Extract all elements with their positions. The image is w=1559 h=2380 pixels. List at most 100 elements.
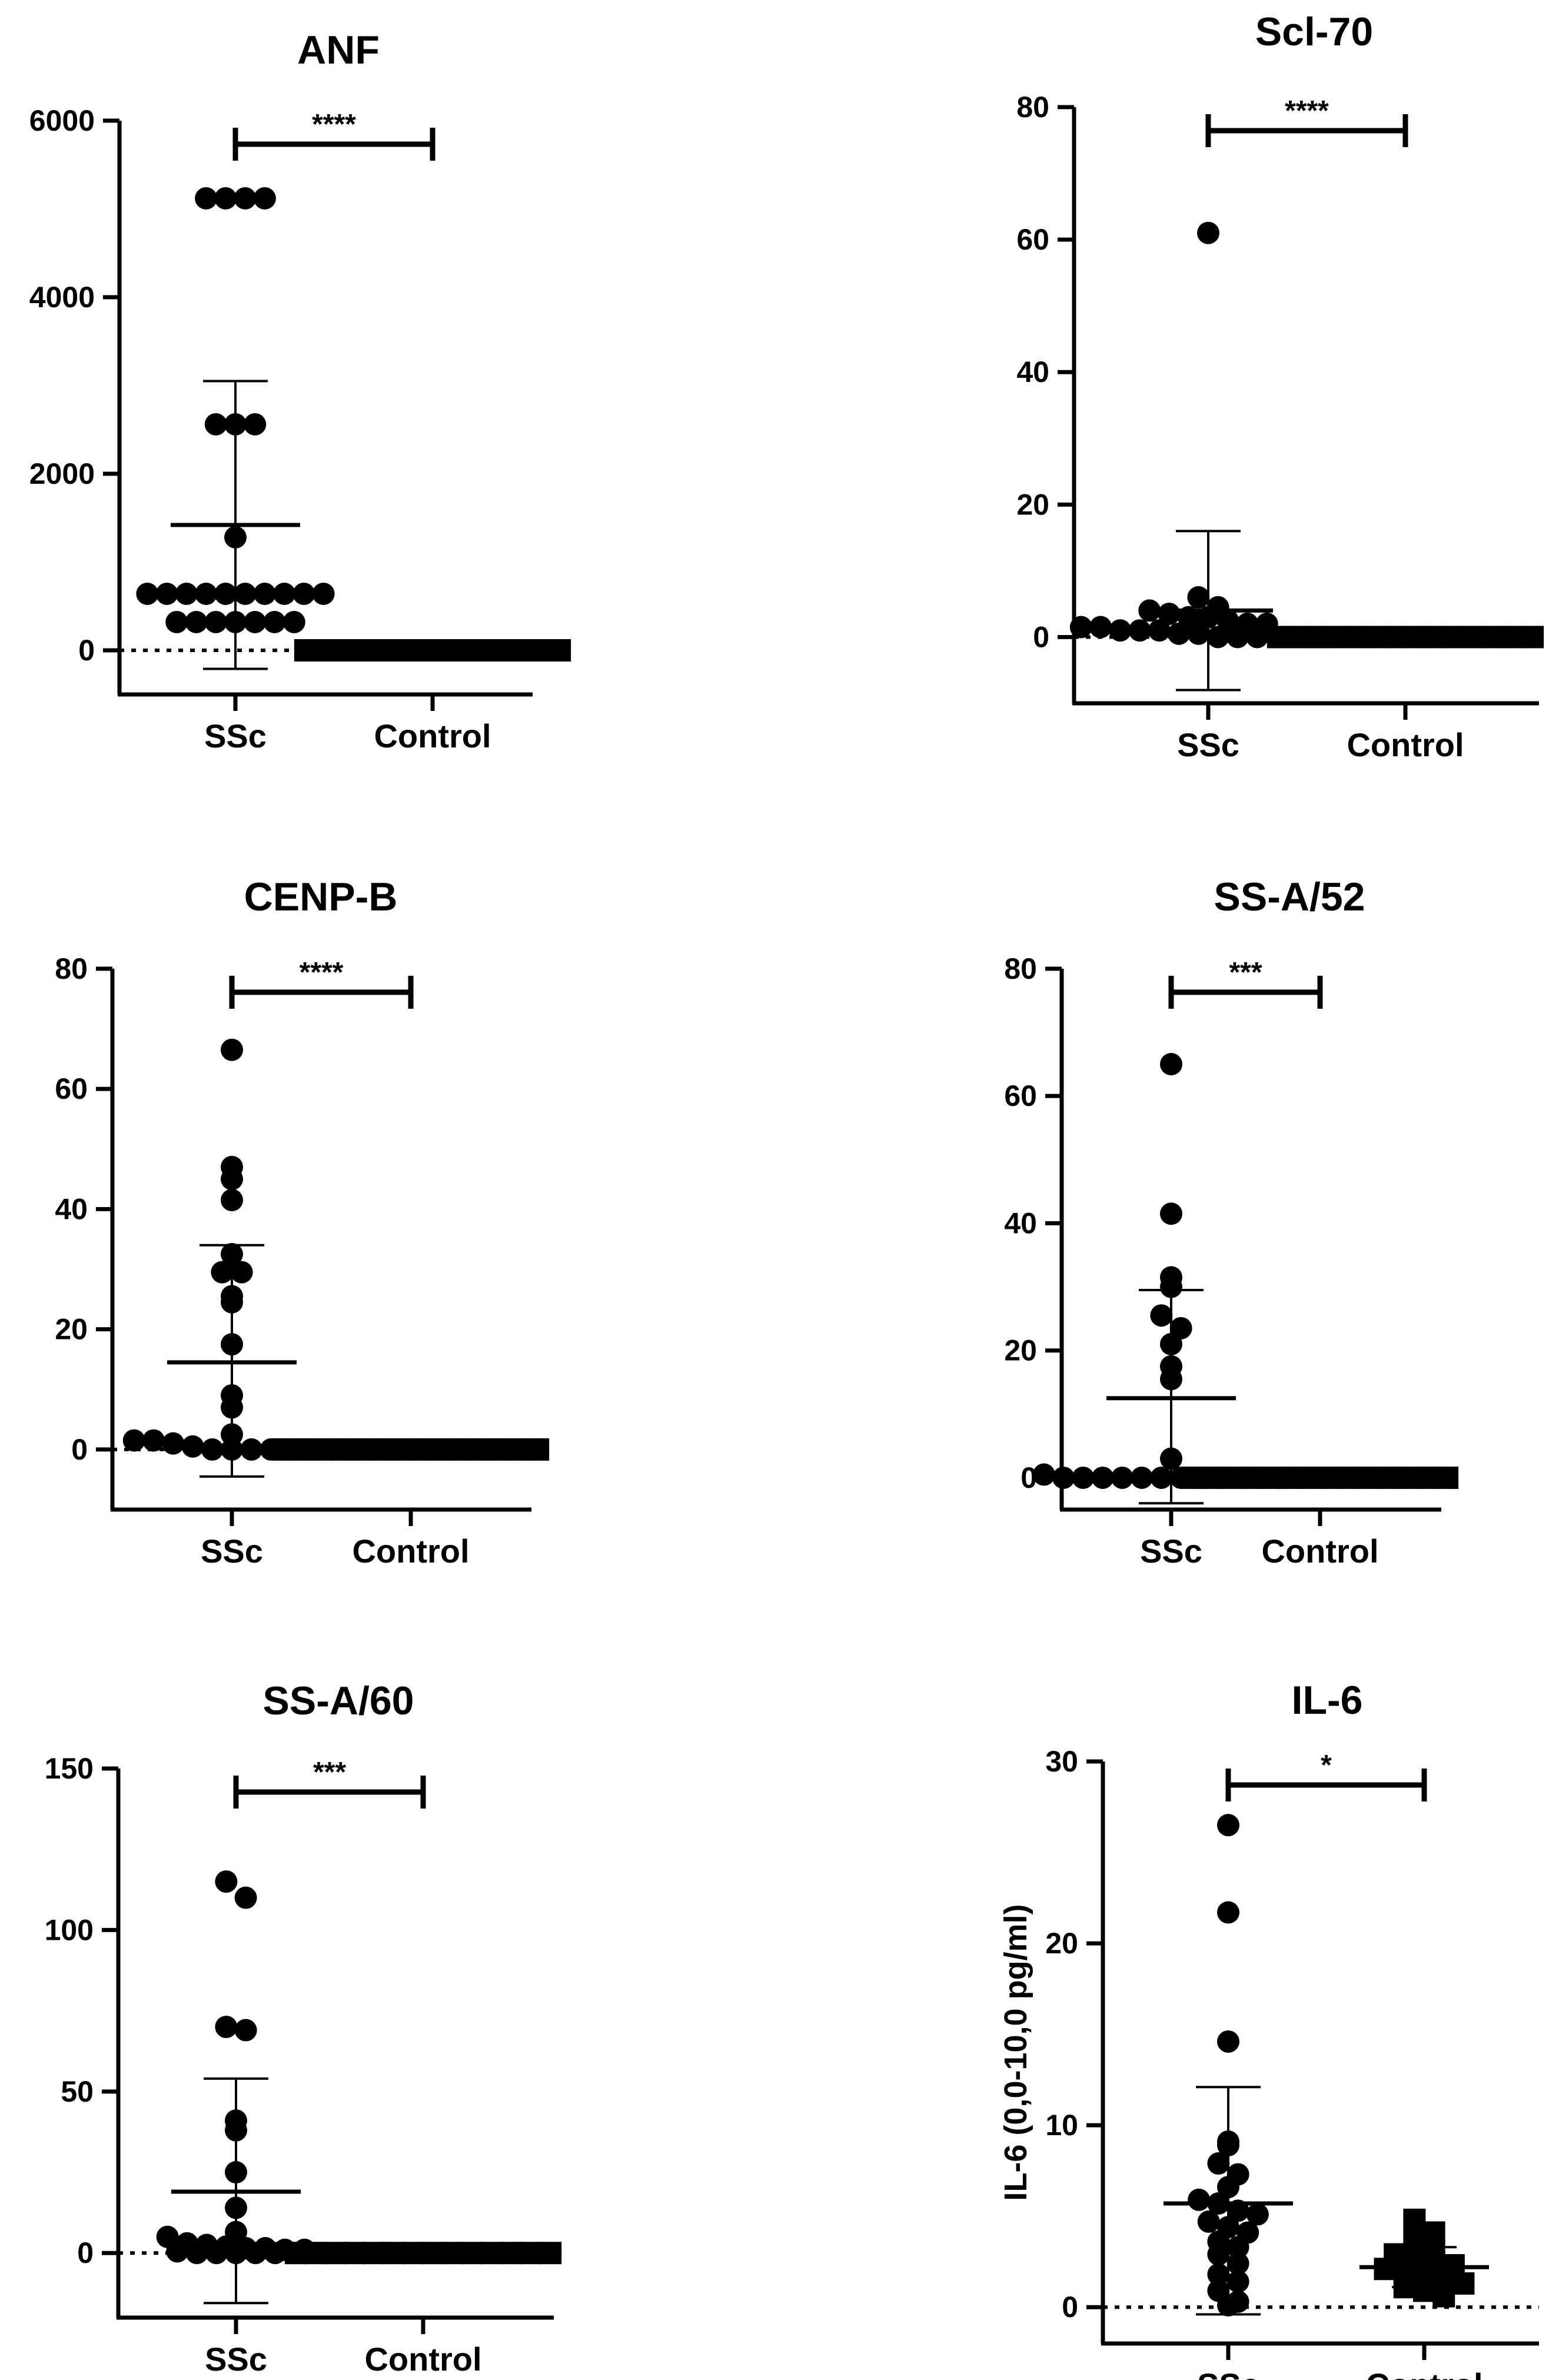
data-point <box>1217 1814 1239 1837</box>
y-tick-label: 6000 <box>29 104 95 137</box>
data-point <box>234 583 257 605</box>
y-tick-label: 60 <box>55 1072 88 1105</box>
data-point <box>1403 2208 1426 2231</box>
data-point <box>519 2242 542 2265</box>
data-point <box>528 639 551 662</box>
chart-title: SS-A/52 <box>1214 875 1365 919</box>
series-ssc <box>122 1038 341 1478</box>
data-point <box>253 187 276 210</box>
x-tick-label-ssc: SSc <box>1140 1533 1202 1570</box>
data-point <box>1216 609 1239 632</box>
data-point <box>509 639 532 662</box>
data-point <box>1521 626 1544 649</box>
data-point <box>507 1438 530 1461</box>
y-tick-label: 20 <box>55 1313 88 1346</box>
data-point <box>333 639 356 662</box>
chart-title: CENP-B <box>244 875 398 919</box>
data-point <box>1160 1275 1182 1298</box>
data-point <box>1221 1466 1244 1489</box>
significance-bracket <box>233 1776 426 1809</box>
data-point <box>1197 221 1219 244</box>
data-point <box>1187 586 1210 609</box>
data-point <box>1397 1466 1420 1489</box>
chart-panel-0: ANF 0 2000 4000 6000 SSc Control **** <box>29 28 571 754</box>
data-point <box>142 1429 165 1452</box>
y-tick-label: 10 <box>1045 2109 1078 2142</box>
y-tick-label: 80 <box>55 952 88 985</box>
data-point <box>165 611 188 633</box>
data-point <box>1267 626 1289 649</box>
chart-title: Scl-70 <box>1255 9 1373 54</box>
series-control <box>1359 2208 1489 2308</box>
x-tick-label-control: Control <box>1261 1533 1378 1570</box>
data-point <box>1032 1463 1055 1486</box>
data-point <box>1150 1466 1173 1489</box>
significance-label: *** <box>313 1757 346 1788</box>
series-control <box>272 1438 550 1461</box>
data-point <box>1072 1466 1095 1489</box>
data-point <box>311 1438 334 1461</box>
data-point <box>253 583 276 605</box>
data-point <box>195 187 218 210</box>
y-tick-label: 60 <box>1004 1079 1037 1112</box>
data-point <box>1181 1466 1204 1489</box>
data-point <box>1197 2210 1220 2233</box>
significance-bracket <box>1168 976 1323 1009</box>
data-point <box>214 187 237 210</box>
y-tick-label: 150 <box>45 1752 94 1785</box>
x-tick-label-control: Control <box>364 2341 481 2378</box>
data-point <box>1226 2270 1249 2293</box>
chart-panel-1: Scl-70 0 20 40 60 80 SSc Control **** <box>1016 9 1544 763</box>
x-tick-label-control: Control <box>1347 726 1464 763</box>
data-point <box>215 1870 238 1893</box>
data-point <box>195 583 218 605</box>
data-point <box>1226 626 1249 649</box>
data-point <box>221 1038 243 1061</box>
data-point <box>264 2242 287 2265</box>
data-point <box>204 611 227 633</box>
y-tick-label: 40 <box>1004 1206 1037 1239</box>
data-point <box>282 611 305 633</box>
data-point <box>234 187 257 210</box>
data-point <box>230 1261 253 1284</box>
chart-panel-2: CENP-B 0 20 40 60 80 SSc Control **** <box>55 875 550 1570</box>
y-tick-label: 80 <box>1004 952 1037 985</box>
x-tick-label-ssc: SSc <box>1177 726 1239 763</box>
x-tick-label-control: Control <box>1365 2366 1482 2380</box>
data-point <box>244 611 267 633</box>
data-point <box>1226 2236 1249 2259</box>
data-point <box>1091 1466 1114 1489</box>
data-point <box>292 1438 315 1461</box>
y-tick-label: 20 <box>1004 1334 1037 1367</box>
significance-bracket <box>232 128 436 161</box>
data-point <box>1207 2152 1230 2175</box>
data-point <box>1501 626 1524 649</box>
data-point <box>527 1438 550 1461</box>
data-point <box>234 1886 257 1909</box>
series-control <box>294 639 571 662</box>
data-point <box>155 583 178 605</box>
data-point <box>201 1438 224 1461</box>
data-point <box>166 2240 189 2263</box>
data-point <box>272 1438 295 1461</box>
data-point <box>487 1438 510 1461</box>
significance-bracket <box>1205 114 1408 147</box>
data-point <box>1201 1466 1224 1489</box>
significance-label: **** <box>312 109 356 140</box>
data-point <box>1160 1053 1182 1076</box>
data-point <box>1246 2203 1269 2226</box>
data-point <box>244 413 267 436</box>
significance-bracket <box>1225 1769 1427 1801</box>
data-point <box>500 2242 523 2265</box>
y-tick-label: 0 <box>1033 620 1049 653</box>
data-point <box>263 611 286 633</box>
data-point <box>1089 616 1112 639</box>
data-point <box>1168 622 1191 645</box>
data-point <box>1150 1304 1173 1327</box>
y-tick-label: 50 <box>61 2075 94 2108</box>
chart-panel-4: SS-A/60 0 50 100 150 SSc Control *** <box>45 1678 562 2378</box>
data-point <box>304 2242 327 2265</box>
